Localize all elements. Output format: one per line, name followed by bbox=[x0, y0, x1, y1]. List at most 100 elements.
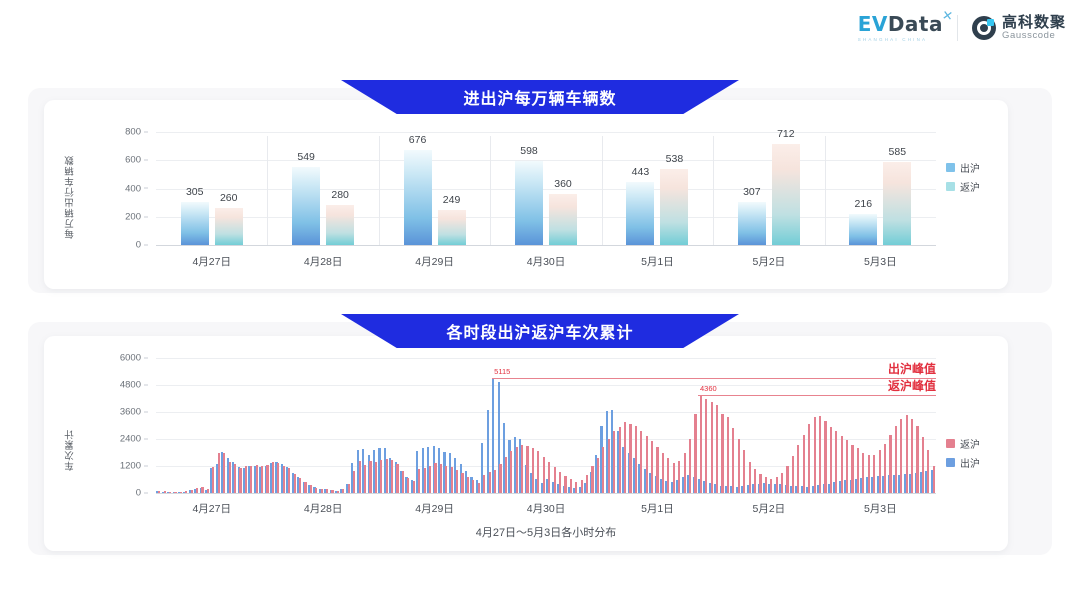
peak-annotation-value: 5115 bbox=[494, 366, 511, 376]
hourly-x-tick: 5月1日 bbox=[641, 503, 674, 515]
hourly-bar-out bbox=[432, 446, 435, 493]
hourly-bar-back bbox=[504, 456, 507, 493]
hourly-bar-back bbox=[661, 452, 664, 493]
daily-bar-back bbox=[214, 208, 243, 245]
hourly-legend-row: 出沪 bbox=[946, 455, 980, 470]
hourly-x-tick: 5月3日 bbox=[863, 503, 897, 515]
hourly-bar-back bbox=[309, 485, 312, 493]
hourly-bar-out bbox=[833, 482, 836, 493]
hourly-bar-back bbox=[607, 439, 610, 493]
hourly-bar-out bbox=[697, 479, 701, 493]
hourly-bar-back bbox=[331, 490, 334, 493]
hourly-bar-back bbox=[694, 414, 697, 493]
hourly-bar-back bbox=[158, 490, 161, 493]
hourly-bar-back bbox=[510, 451, 513, 493]
hourly-y-tick: 3600 bbox=[108, 407, 148, 418]
hourly-bar-out bbox=[578, 487, 581, 493]
hourly-bar-back bbox=[363, 464, 367, 493]
hourly-bar-back bbox=[450, 466, 453, 493]
hourly-bar-out bbox=[643, 468, 646, 493]
hourly-bar-back bbox=[851, 444, 854, 493]
hourly-bar-out bbox=[259, 466, 262, 493]
hourly-y-tick-text: 0 bbox=[135, 487, 141, 499]
hourly-legend-label: 返沪 bbox=[960, 440, 980, 451]
daily-bar-value: 305 bbox=[185, 185, 204, 198]
hourly-bar-out bbox=[389, 458, 392, 493]
hourly-bar-out bbox=[318, 488, 321, 493]
hourly-bar-out bbox=[892, 475, 896, 493]
daily-legend-row: 返沪 bbox=[946, 179, 980, 194]
hourly-bar-back bbox=[867, 455, 870, 493]
hourly-bar-out bbox=[215, 463, 219, 493]
hourly-y-tick: 4800 bbox=[108, 380, 148, 391]
hourly-bar-back bbox=[629, 423, 632, 493]
hourly-bar-back bbox=[764, 477, 767, 493]
hourly-bar-out bbox=[730, 486, 733, 493]
hourly-legend-label: 出沪 bbox=[960, 459, 980, 470]
daily-gridline bbox=[156, 160, 936, 162]
daily-y-tick-mark bbox=[144, 187, 148, 189]
hourly-bar-out bbox=[172, 492, 175, 493]
hourly-x-tick: 5月2日 bbox=[752, 503, 786, 515]
hourly-bar-back bbox=[493, 469, 497, 493]
hourly-bar-back bbox=[185, 491, 188, 493]
hourly-bar-out bbox=[849, 479, 852, 493]
hourly-bar-back bbox=[380, 460, 383, 493]
hourly-bar-out bbox=[649, 473, 652, 493]
hourly-bar-out bbox=[367, 454, 370, 493]
hourly-bar-back bbox=[781, 472, 784, 493]
hourly-bar-out bbox=[605, 410, 609, 493]
hourly-bar-back bbox=[586, 475, 589, 493]
hourly-gridline bbox=[156, 466, 936, 467]
hourly-bar-out bbox=[502, 423, 506, 493]
hourly-bar-back bbox=[900, 418, 903, 493]
hourly-bar-back bbox=[239, 467, 242, 493]
daily-x-tick: 5月2日 bbox=[752, 256, 786, 268]
hourly-bar-back bbox=[683, 452, 686, 493]
hourly-bar-out bbox=[844, 480, 847, 493]
hourly-bar-back bbox=[591, 466, 594, 493]
hourly-bar-back bbox=[391, 460, 394, 493]
gausscode-logo: 高科数聚 Gausscode bbox=[971, 15, 1066, 41]
hourly-bar-out bbox=[307, 484, 311, 493]
evdata-ev-text: EV bbox=[857, 12, 888, 36]
hourly-bar-out bbox=[638, 463, 641, 493]
hourly-bar-back bbox=[466, 477, 469, 493]
hourly-bar-out bbox=[806, 486, 809, 493]
hourly-bar-back bbox=[840, 435, 843, 493]
daily-bar-out bbox=[180, 201, 209, 245]
hourly-bar-back bbox=[179, 491, 182, 493]
hourly-bar-out bbox=[492, 377, 495, 493]
hourly-bar-back bbox=[927, 450, 930, 493]
hourly-bar-back bbox=[921, 436, 924, 493]
hourly-bar-back bbox=[250, 465, 253, 493]
hourly-y-tick: 2400 bbox=[108, 434, 148, 445]
hourly-bar-back bbox=[293, 473, 296, 493]
hourly-bar-out bbox=[876, 476, 879, 493]
hourly-bar-out bbox=[475, 480, 479, 493]
daily-bar-value: 538 bbox=[665, 153, 684, 165]
hourly-bar-out bbox=[627, 452, 630, 493]
evdata-tagline: SHANGHAI CHINA bbox=[857, 37, 928, 42]
hourly-bar-back bbox=[336, 490, 339, 493]
hourly-bar-back bbox=[558, 471, 562, 493]
hourly-bar-back bbox=[905, 415, 908, 493]
hourly-bar-back bbox=[623, 422, 627, 493]
daily-x-tick: 4月29日 bbox=[415, 256, 454, 268]
hourly-bar-back bbox=[775, 477, 778, 493]
hourly-bar-back bbox=[255, 465, 258, 493]
hourly-x-tick: 4月29日 bbox=[415, 503, 454, 515]
daily-bar-out bbox=[403, 149, 432, 245]
hourly-bar-out bbox=[741, 486, 744, 493]
daily-bar-value: 598 bbox=[520, 144, 538, 157]
hourly-bar-out bbox=[914, 472, 917, 493]
hourly-bar-back bbox=[174, 492, 177, 493]
evdata-x-icon: ✕ bbox=[941, 7, 955, 24]
card-hourly-chart: 车次累计 0 1200 2400 3600 4800 6000 5115 出沪峰值 4360 返沪峰… bbox=[44, 336, 1008, 551]
hourly-bar-out bbox=[562, 486, 565, 493]
hourly-x-tick: 4月28日 bbox=[303, 503, 343, 515]
hourly-bar-out bbox=[210, 467, 213, 493]
hourly-bar-out bbox=[567, 487, 571, 493]
daily-bar-value: 307 bbox=[743, 185, 761, 198]
hourly-bar-out bbox=[557, 484, 560, 493]
